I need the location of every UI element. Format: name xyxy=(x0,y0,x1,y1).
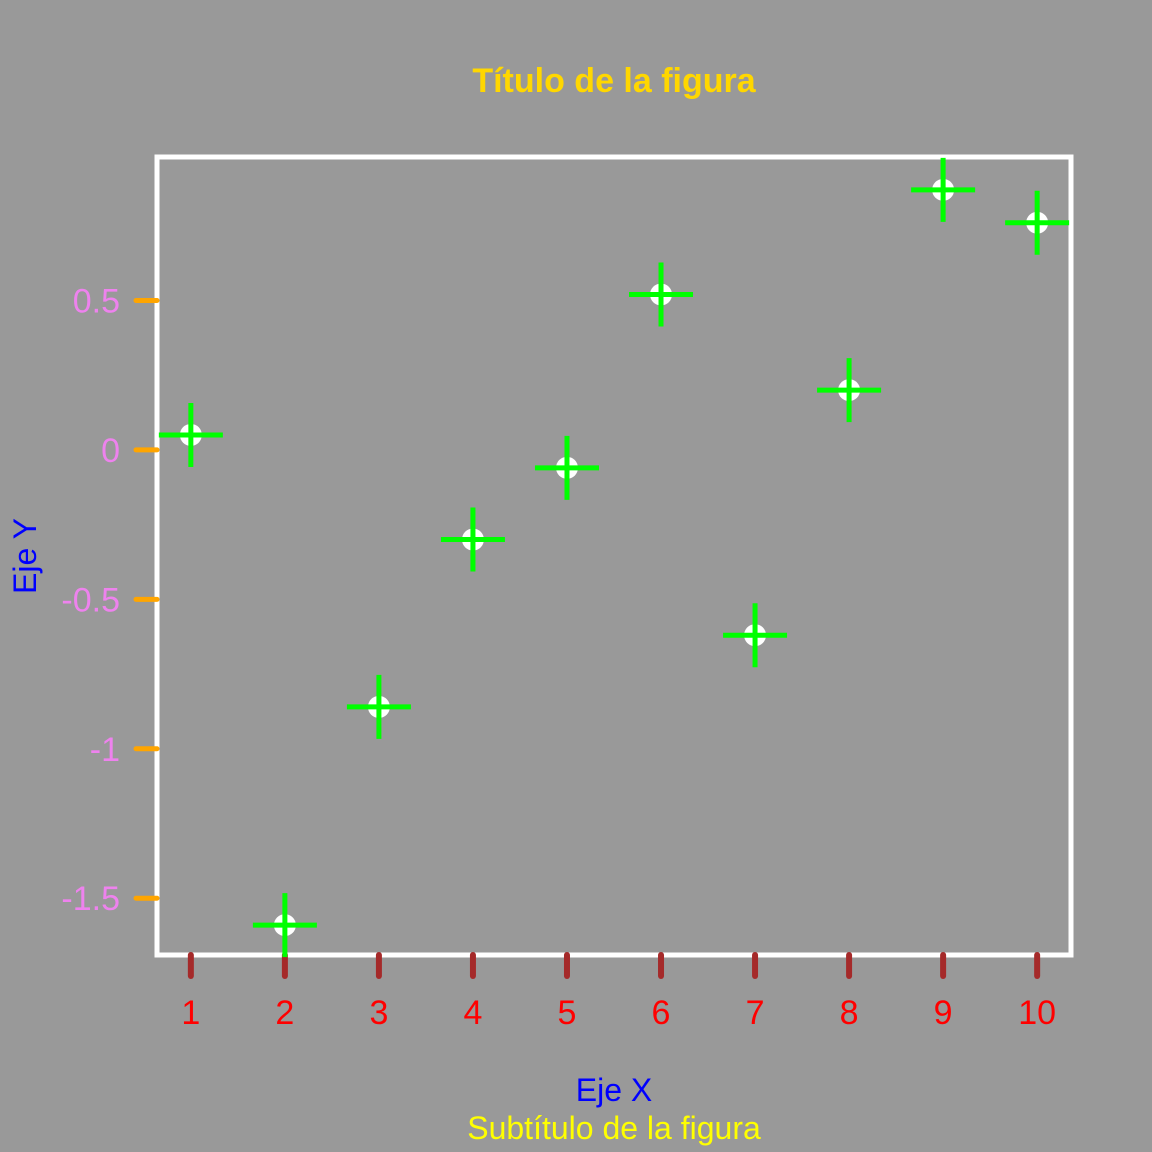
x-tick-label: 2 xyxy=(275,994,294,1032)
y-tick-label: -0.5 xyxy=(61,581,120,619)
x-tick-label: 4 xyxy=(463,994,482,1032)
x-tick-label: 7 xyxy=(746,994,765,1032)
x-tick-label: 8 xyxy=(840,994,859,1032)
data-point xyxy=(158,402,223,467)
plot-border xyxy=(154,154,1074,958)
y-tick-label: -1 xyxy=(90,731,120,769)
x-axis: 1 2 3 4 5 6 7 8 9 10 xyxy=(181,952,1056,1032)
y-tick-label: 0.5 xyxy=(73,282,120,320)
data-point xyxy=(1005,190,1070,255)
x-tick-label: 3 xyxy=(369,994,388,1032)
data-point xyxy=(723,603,788,668)
x-tick-label: 5 xyxy=(558,994,577,1032)
x-tick-label: 1 xyxy=(181,994,200,1032)
x-axis-label: Eje X xyxy=(576,1072,652,1108)
data-point xyxy=(440,507,505,572)
x-tick-label: 6 xyxy=(652,994,671,1032)
data-point xyxy=(252,893,317,958)
y-axis: 0.5 0 -0.5 -1 -1.5 xyxy=(61,282,160,918)
y-tick-label: -1.5 xyxy=(61,880,120,918)
y-axis-label: Eje Y xyxy=(7,518,43,594)
x-tick-label: 9 xyxy=(934,994,953,1032)
data-point xyxy=(629,262,694,327)
data-point xyxy=(817,358,882,423)
data-points xyxy=(158,157,1070,958)
data-point xyxy=(534,435,599,500)
chart-title: Título de la figura xyxy=(472,62,756,100)
data-point xyxy=(911,157,976,222)
chart-subtitle: Subtítulo de la figura xyxy=(467,1110,761,1146)
x-tick-label: 10 xyxy=(1018,994,1056,1032)
y-tick-label: 0 xyxy=(101,432,120,470)
data-point xyxy=(346,674,411,739)
